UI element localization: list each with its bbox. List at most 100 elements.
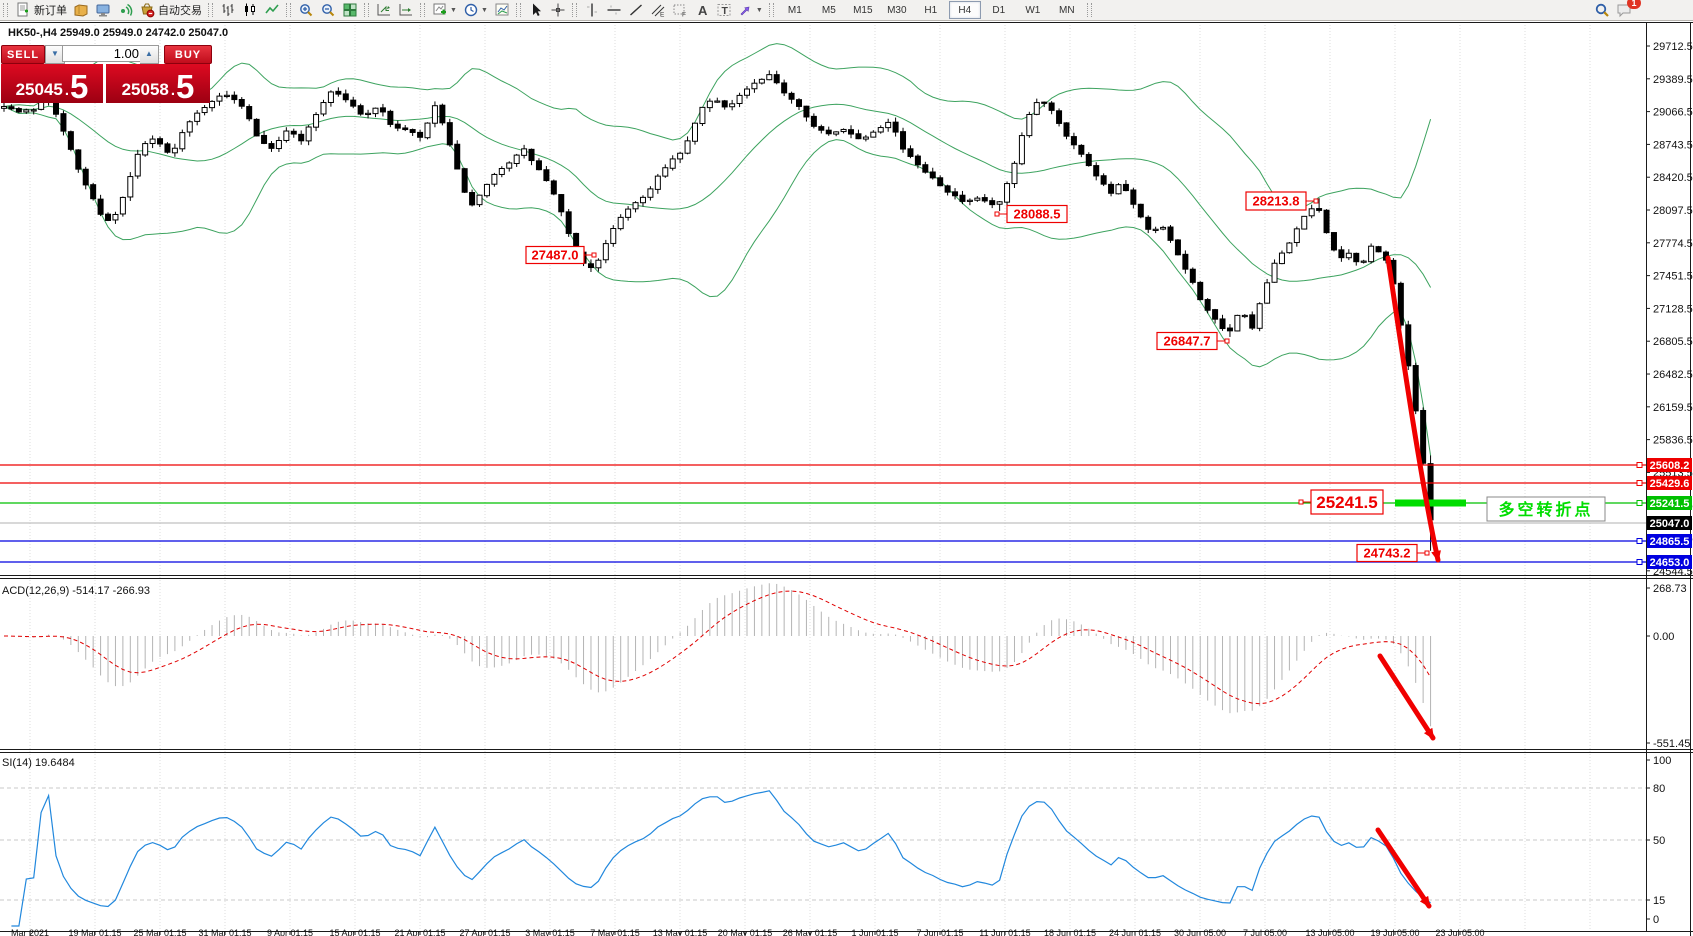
- time-axis[interactable]: Mar 2021 19 Mar 01:15 25 Mar 01:15 31 Mar 0…: [11, 928, 1485, 936]
- svg-text:26482.5: 26482.5: [1653, 369, 1693, 381]
- price-annotation-28088.5[interactable]: 28088.5: [994, 204, 1068, 224]
- turning-point-label[interactable]: 多空转折点: [1486, 496, 1606, 522]
- new-chart-icon[interactable]: [71, 1, 91, 19]
- timeframe-button-m5[interactable]: M5: [821, 4, 836, 16]
- timeframe-button-h4[interactable]: H4: [948, 1, 981, 19]
- toolbar-separator: [1086, 3, 1092, 17]
- price-annotation-26847.7[interactable]: 26847.7: [1156, 331, 1230, 351]
- crosshair-icon[interactable]: [548, 1, 568, 19]
- arrows-dropdown[interactable]: ▼: [736, 1, 765, 19]
- autotrading-button[interactable]: 自动交易: [137, 1, 204, 19]
- price-annotation-28213.8[interactable]: 28213.8: [1245, 191, 1319, 211]
- templates-icon[interactable]: [492, 1, 512, 19]
- axis-price-box-25429.6: 25429.6: [1647, 476, 1692, 490]
- timeframe-button-m15[interactable]: M15: [853, 4, 873, 16]
- vertical-line-icon[interactable]: [582, 1, 602, 19]
- main-price-pane[interactable]: [1, 43, 1434, 551]
- timeframe-button-w1[interactable]: W1: [1025, 4, 1041, 16]
- fibonacci-icon[interactable]: F: [670, 1, 690, 19]
- svg-text:19 Mar 01:15: 19 Mar 01:15: [68, 928, 121, 936]
- timeframe-button-m1[interactable]: M1: [787, 4, 802, 16]
- periods-dropdown[interactable]: ▼: [461, 1, 490, 19]
- tile-windows-icon[interactable]: [340, 1, 360, 19]
- price-annotation-24743.2[interactable]: 24743.2: [1356, 543, 1430, 563]
- candlestick-chart-icon[interactable]: [240, 1, 260, 19]
- svg-text:7 Jun 01:15: 7 Jun 01:15: [916, 928, 963, 936]
- svg-text:25608.2: 25608.2: [1650, 460, 1690, 472]
- label-icon[interactable]: T: [714, 1, 734, 19]
- indicators-dropdown[interactable]: ▼: [430, 1, 459, 19]
- horizontal-line-icon[interactable]: [604, 1, 624, 19]
- axis-price-box-25608.2: 25608.2: [1647, 458, 1692, 472]
- svg-text:20 May 01:15: 20 May 01:15: [718, 928, 773, 936]
- market-watch-icon[interactable]: [93, 1, 113, 19]
- cursor-icon[interactable]: [526, 1, 546, 19]
- bar-chart-icon[interactable]: [218, 1, 238, 19]
- line-handle[interactable]: [1636, 538, 1643, 544]
- bearish-arrow-main[interactable]: [1385, 255, 1441, 563]
- svg-text:13 May 01:15: 13 May 01:15: [653, 928, 708, 936]
- chart-shift-icon[interactable]: [396, 1, 416, 19]
- svg-text:28213.8: 28213.8: [1253, 194, 1300, 209]
- new-order-button[interactable]: 新订单: [13, 1, 69, 19]
- chevron-down-icon: ▼: [755, 6, 763, 14]
- svg-text:7 Jul 05:00: 7 Jul 05:00: [1243, 928, 1287, 936]
- chan-e-glyph: E: [650, 2, 666, 19]
- line-handle[interactable]: [1636, 559, 1643, 565]
- one-click-trading-panel: SELL ▼ ▲ BUY 25045.5 25058.5: [1, 45, 212, 103]
- svg-text:25047.0: 25047.0: [1650, 518, 1690, 530]
- volume-input[interactable]: [62, 45, 143, 62]
- svg-text:26805.5: 26805.5: [1653, 336, 1693, 348]
- svg-text:24653.0: 24653.0: [1650, 557, 1690, 569]
- search-icon[interactable]: [1592, 1, 1612, 19]
- svg-text:28088.5: 28088.5: [1014, 207, 1061, 222]
- notifications-icon[interactable]: 1: [1614, 0, 1641, 19]
- svg-text:Mar 2021: Mar 2021: [11, 928, 49, 936]
- sell-price-display[interactable]: 25045. 5: [1, 64, 103, 103]
- data-window-icon[interactable]: [115, 1, 135, 19]
- cart-dot-glyph: [139, 2, 155, 18]
- buy-price-display[interactable]: 25058. 5: [106, 64, 210, 103]
- cursor-glyph: [528, 2, 544, 18]
- line-chart-icon[interactable]: [262, 1, 282, 19]
- trendline-icon[interactable]: [626, 1, 646, 19]
- svg-text:F: F: [682, 12, 686, 19]
- chevron-down-icon: ▼: [450, 6, 457, 14]
- timeframe-button-d1[interactable]: D1: [992, 4, 1006, 16]
- svg-text:29389.5: 29389.5: [1653, 74, 1693, 86]
- svg-text:29712.5: 29712.5: [1653, 41, 1693, 53]
- clock-glyph: [463, 2, 479, 18]
- price-annotation-27487.0[interactable]: 27487.0: [525, 245, 597, 265]
- sell-button[interactable]: SELL: [1, 45, 45, 64]
- sell-price-main: 25045: [15, 80, 63, 99]
- line-handle[interactable]: [1636, 480, 1643, 486]
- macd-pane[interactable]: [3, 583, 1432, 727]
- chart-arrow-glyph: [376, 2, 392, 18]
- toolbar: 新订单 自动交易 ▼ ▼ E F A T ▼ M1 M5 M15 M30 H1 H4 D1 W1 MN 1: [0, 0, 1693, 21]
- equidistant-channel-icon[interactable]: E: [648, 1, 668, 19]
- bearish-arrow-macd[interactable]: [1377, 653, 1436, 741]
- buy-button[interactable]: BUY: [164, 45, 212, 64]
- svg-text:E: E: [660, 12, 665, 19]
- bearish-arrow-rsi[interactable]: [1375, 827, 1432, 909]
- svg-text:27451.5: 27451.5: [1653, 271, 1693, 283]
- autotrading-button-label: 自动交易: [158, 5, 202, 17]
- magnifier-glyph: [1594, 2, 1610, 18]
- line-handle[interactable]: [1636, 500, 1643, 506]
- zoom-out-icon[interactable]: [318, 1, 338, 19]
- toolbar-separator: [3, 3, 8, 17]
- rsi-pane[interactable]: [0, 787, 1646, 927]
- timeframe-button-m30[interactable]: M30: [887, 4, 907, 16]
- price-annotation-25241.5[interactable]: 25241.5: [1298, 489, 1384, 515]
- volume-increase-button[interactable]: ▲: [140, 45, 159, 64]
- timeframe-button-h1[interactable]: H1: [924, 4, 938, 16]
- price-axis[interactable]: 29712.5 29389.5 29066.5 28743.5 28420.5 28097…: [1646, 41, 1693, 926]
- price-chart[interactable]: 27487.0 28088.5 28213.8 26847.7 25241.5 24743…: [0, 20, 1693, 936]
- auto-scroll-icon[interactable]: [374, 1, 394, 19]
- line-handle[interactable]: [1636, 462, 1643, 468]
- zoom-in-icon[interactable]: [296, 1, 316, 19]
- text-icon[interactable]: A: [692, 1, 712, 19]
- timeframe-button-mn[interactable]: MN: [1059, 4, 1075, 16]
- svg-text:50: 50: [1653, 835, 1665, 847]
- svg-text:T: T: [721, 5, 728, 17]
